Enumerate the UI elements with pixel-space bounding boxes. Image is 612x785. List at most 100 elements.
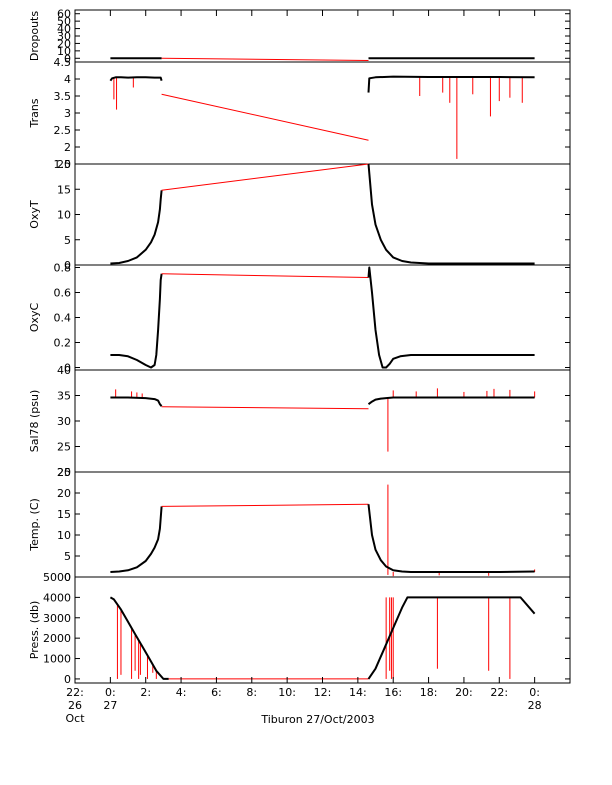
y-axis-title: Temp. (C) bbox=[28, 498, 41, 552]
data-line bbox=[110, 273, 163, 369]
x-tick-label: 10: bbox=[278, 686, 296, 699]
x-tick-label: 22: bbox=[490, 686, 508, 699]
spikes bbox=[113, 77, 523, 159]
data-line bbox=[367, 163, 535, 265]
y-tick-label: 4000 bbox=[43, 591, 71, 604]
data-line bbox=[367, 75, 535, 93]
data-line bbox=[367, 504, 535, 573]
y-tick-label: 4 bbox=[64, 73, 71, 86]
x-tick-label: 18: bbox=[420, 686, 438, 699]
y-axis-title: OxyC bbox=[28, 303, 41, 333]
spikes bbox=[116, 597, 511, 679]
y-tick-label: 40 bbox=[57, 23, 71, 36]
y-tick-label: 30 bbox=[57, 415, 71, 428]
y-tick-label: 50 bbox=[57, 15, 71, 28]
x-tick-label: 16: bbox=[384, 686, 402, 699]
panel-frame bbox=[74, 163, 571, 266]
y-tick-label: 2000 bbox=[43, 632, 71, 645]
x-tick-label: 8: bbox=[246, 686, 257, 699]
y-tick-label: 0.4 bbox=[54, 312, 72, 325]
y-tick-label: 4.5 bbox=[54, 56, 72, 69]
y-tick-label: 20 bbox=[57, 466, 71, 479]
gap-line bbox=[161, 406, 369, 410]
panel-6: 0 1000 2000 3000 4000 5000 Press. (db) bbox=[28, 571, 571, 686]
y-tick-label: 10 bbox=[57, 529, 71, 542]
y-tick-label: 3.5 bbox=[54, 90, 72, 103]
y-tick-label: 20 bbox=[57, 37, 71, 50]
data-line bbox=[110, 396, 163, 407]
y-tick-label: 20 bbox=[57, 158, 71, 171]
panel-frame bbox=[74, 9, 571, 63]
panel-3: 0 0.2 0.4 0.6 0.8 OxyC bbox=[28, 262, 571, 375]
y-tick-label: 0 bbox=[64, 571, 71, 584]
x-tick-label: 28 bbox=[528, 699, 542, 712]
data-line bbox=[110, 190, 163, 265]
y-axis-title: OxyT bbox=[28, 200, 41, 229]
y-tick-label: 0 bbox=[64, 673, 71, 686]
x-tick-label: 0: bbox=[529, 686, 540, 699]
y-tick-label: 1.5 bbox=[54, 158, 72, 171]
panel-frame bbox=[74, 471, 571, 578]
data-line bbox=[367, 266, 535, 369]
y-tick-label: 60 bbox=[57, 8, 71, 21]
gap-line bbox=[161, 503, 369, 507]
panel-1: 1.5 2 2.5 3 3.5 4 4.5 Trans bbox=[28, 56, 571, 171]
data-line bbox=[109, 76, 163, 82]
y-tick-label: 40 bbox=[57, 364, 71, 377]
y-axis-title: Sal78 (psu) bbox=[28, 390, 41, 453]
y-tick-label: 3000 bbox=[43, 612, 71, 625]
panel-frame bbox=[74, 576, 571, 684]
x-tick-label: 14: bbox=[349, 686, 367, 699]
x-tick-label: 20: bbox=[455, 686, 473, 699]
y-tick-label: 0.2 bbox=[54, 337, 72, 350]
y-tick-label: 5 bbox=[64, 550, 71, 563]
panels: 0102030405060Dropouts1.522.533.544.5Tran… bbox=[28, 8, 571, 686]
y-tick-label: 0 bbox=[64, 52, 71, 65]
data-line bbox=[109, 596, 169, 680]
spikes bbox=[387, 484, 536, 577]
y-tick-label: 15 bbox=[57, 183, 71, 196]
y-tick-label: 2.5 bbox=[54, 124, 72, 137]
x-tick-label: 26 bbox=[68, 699, 82, 712]
y-axis-title: Dropouts bbox=[28, 11, 41, 61]
gap-line bbox=[161, 273, 369, 278]
y-tick-label: 3 bbox=[64, 107, 71, 120]
x-tick-label: 6: bbox=[211, 686, 222, 699]
y-tick-label: 25 bbox=[57, 466, 71, 479]
y-tick-label: 0 bbox=[64, 259, 71, 272]
x-tick-label: 0: bbox=[105, 686, 116, 699]
y-tick-label: 15 bbox=[57, 508, 71, 521]
x-tick-label: 12: bbox=[314, 686, 332, 699]
y-tick-label: 25 bbox=[57, 441, 71, 454]
x-axis-title: Tiburon 27/Oct/2003 bbox=[260, 713, 374, 726]
panel-frame bbox=[74, 369, 571, 473]
data-line bbox=[367, 596, 536, 680]
x-tick-label: 2: bbox=[140, 686, 151, 699]
gap-line bbox=[161, 93, 369, 141]
x-tick-label: 27 bbox=[103, 699, 117, 712]
y-tick-label: 35 bbox=[57, 390, 71, 403]
panel-2: 0 5 10 15 20 OxyT bbox=[28, 158, 571, 272]
data-line bbox=[367, 396, 535, 406]
y-tick-label: 0.8 bbox=[54, 262, 72, 275]
y-tick-label: 5 bbox=[64, 234, 71, 247]
gap-line bbox=[161, 163, 369, 191]
y-tick-label: 10 bbox=[57, 209, 71, 222]
y-tick-label: 2 bbox=[64, 141, 71, 154]
x-tick-label: Oct bbox=[65, 712, 85, 725]
y-tick-label: 1000 bbox=[43, 653, 71, 666]
y-tick-label: 20 bbox=[57, 487, 71, 500]
data-line bbox=[110, 506, 163, 573]
y-axis-title: Press. (db) bbox=[28, 601, 41, 660]
x-tick-label: 4: bbox=[176, 686, 187, 699]
y-axis-title: Trans bbox=[28, 98, 41, 128]
y-tick-label: 30 bbox=[57, 30, 71, 43]
y-tick-label: 0 bbox=[64, 362, 71, 375]
gap-line bbox=[161, 57, 369, 61]
y-tick-label: 10 bbox=[57, 45, 71, 58]
